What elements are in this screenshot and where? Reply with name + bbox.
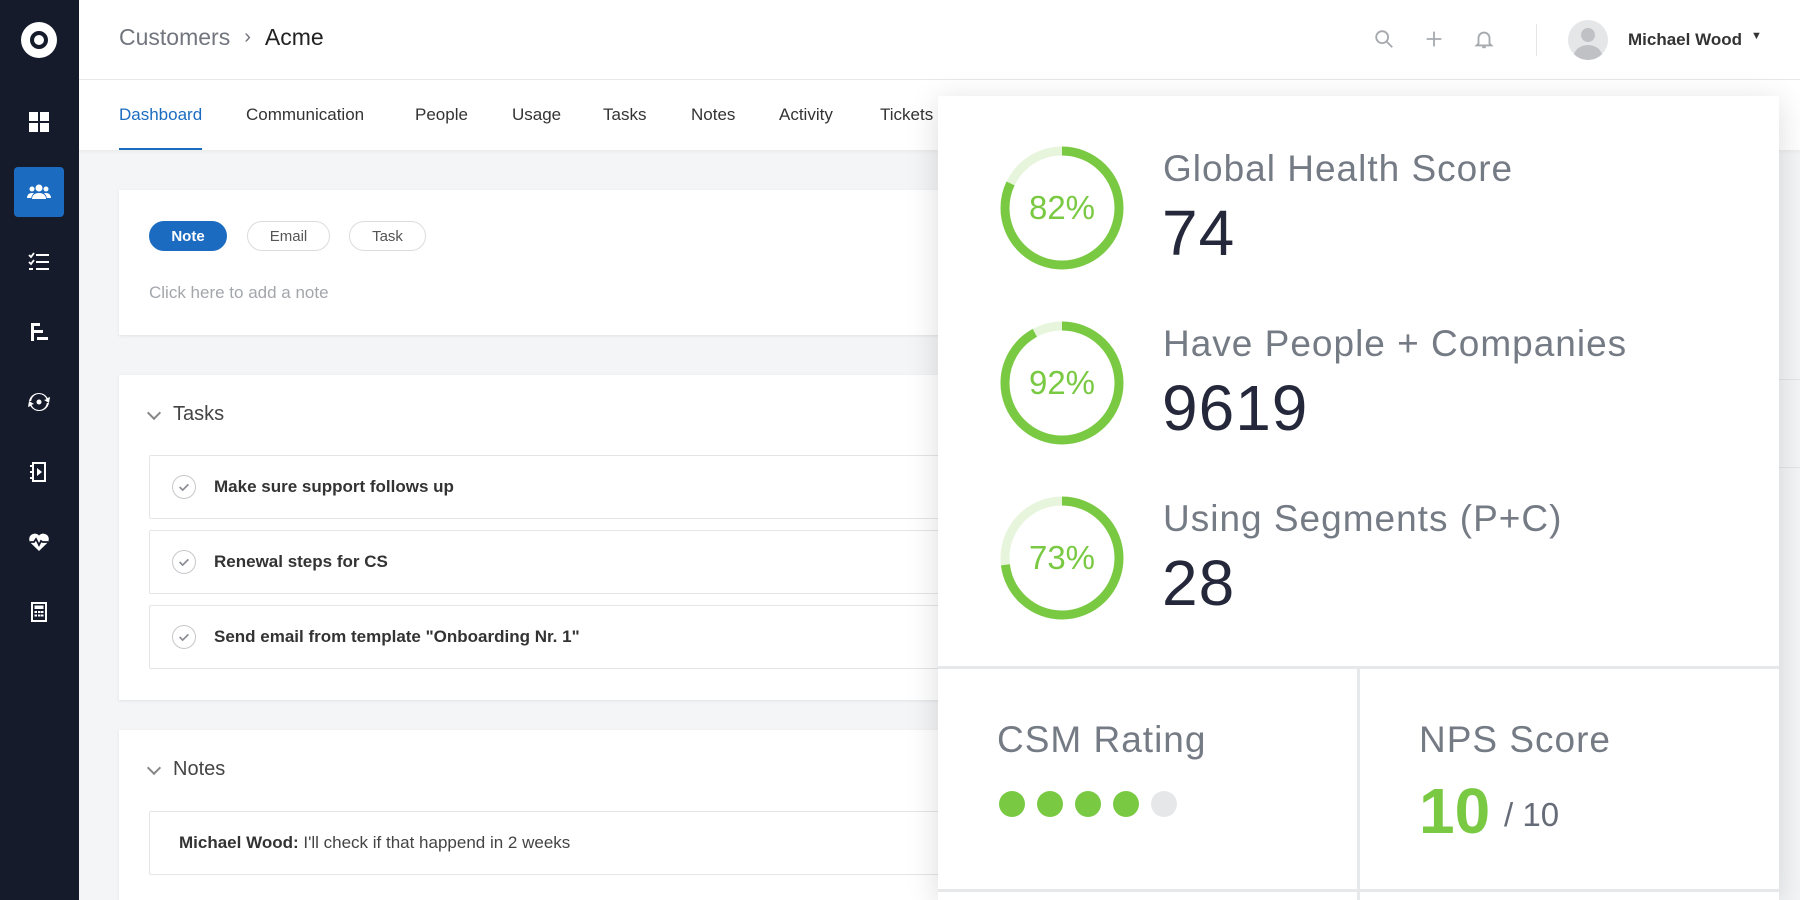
email-type-button[interactable]: Email [247,221,330,251]
metric-value: 9619 [1162,372,1309,444]
metric-percent: 82% [1028,189,1096,226]
metric-title: Global Health Score [1163,148,1514,189]
header-divider [1536,24,1537,56]
tab-people[interactable]: People [415,105,468,124]
nps-score-title: NPS Score [1419,719,1612,760]
note-body: I'll check if that happend in 2 weeks [298,833,571,852]
progress-ring [1000,496,1124,620]
note-row[interactable]: Michael Wood: I'll check if that happend… [149,811,1009,875]
metric-percent: 73% [1028,539,1096,576]
task-row[interactable]: Make sure support follows up [149,455,1009,519]
user-menu-name[interactable]: Michael Wood [1628,30,1742,49]
csm-rating-dots [999,791,1177,817]
task-title: Send email from template "Onboarding Nr.… [214,627,580,646]
app-logo[interactable] [21,22,57,58]
metric-title: Using Segments (P+C) [1163,498,1563,539]
divider [938,666,1779,669]
dashboard-icon[interactable] [14,97,64,147]
rating-dot-filled [1113,791,1139,817]
metric-global-health: 82% Global Health Score 74 [938,96,1779,271]
divider [1778,467,1800,468]
progress-ring [1000,321,1124,445]
tab-communication[interactable]: Communication [246,105,365,124]
nps-score-max: / 10 [1504,796,1560,833]
task-title: Renewal steps for CS [214,552,388,571]
task-row[interactable]: Send email from template "Onboarding Nr.… [149,605,1009,669]
breadcrumb-customers[interactable]: Customers [119,24,231,50]
sidebar [0,0,79,900]
note-type-button[interactable]: Note [149,221,227,251]
avatar[interactable] [1568,20,1608,60]
metric-value: 74 [1162,197,1236,269]
check-icon[interactable] [172,550,196,574]
search-icon[interactable] [1371,26,1397,52]
metric-using-segments: 73% Using Segments (P+C) 28 [938,446,1779,621]
nps-score-value: 10 [1419,775,1491,847]
csm-rating-title: CSM Rating [997,719,1207,760]
divider [1778,379,1800,380]
breadcrumb-current: Acme [264,24,324,50]
note-author[interactable]: Michael Wood: [179,833,299,852]
check-icon[interactable] [172,625,196,649]
chevron-down-icon[interactable] [146,760,162,775]
stats-panel: 82% Global Health Score 74 92% Have Peop… [938,96,1779,900]
metric-title: Have People + Companies [1163,323,1628,364]
progress-ring [1000,146,1124,270]
chevron-down-icon[interactable] [146,405,162,420]
sync-icon[interactable] [14,377,64,427]
metric-value: 28 [1162,547,1236,619]
calculator-icon[interactable] [14,587,64,637]
note-input[interactable]: Click here to add a note [149,283,329,302]
divider [1357,669,1360,900]
tab-dashboard[interactable]: Dashboard [119,105,203,150]
playbook-icon[interactable] [14,447,64,497]
rating-dot-filled [1075,791,1101,817]
caret-down-icon[interactable]: ▼ [1751,30,1762,42]
bell-icon[interactable] [1471,26,1497,52]
note-content: Michael Wood: I'll check if that happend… [179,833,570,853]
task-row[interactable]: Renewal steps for CS [149,530,1009,594]
check-icon[interactable] [172,475,196,499]
breadcrumb: Customers › Acme [119,24,324,51]
segments-icon[interactable] [14,307,64,357]
tab-tickets[interactable]: Tickets [880,105,934,124]
rating-dot-filled [999,791,1025,817]
plus-icon[interactable] [1421,26,1447,52]
tasks-section-title: Tasks [173,403,225,425]
rating-dot-filled [1037,791,1063,817]
notes-section-header[interactable]: Notes [146,758,226,781]
metric-people-companies: 92% Have People + Companies 9619 [938,271,1779,446]
rating-dot-empty [1151,791,1177,817]
tab-usage[interactable]: Usage [512,105,562,124]
health-icon[interactable] [14,517,64,567]
chevron-right-icon: › [244,26,251,48]
task-title: Make sure support follows up [214,477,454,496]
tab-activity[interactable]: Activity [779,105,833,124]
task-type-button[interactable]: Task [349,221,426,251]
metric-percent: 92% [1028,364,1096,401]
tab-notes[interactable]: Notes [691,105,736,124]
top-header: Customers › Acme Michael Wood ▼ [79,0,1800,80]
customers-icon[interactable] [14,167,64,217]
divider [938,889,1779,892]
checklist-icon[interactable] [14,237,64,287]
tab-tasks[interactable]: Tasks [603,105,647,124]
notes-section-title: Notes [173,758,226,780]
tasks-section-header[interactable]: Tasks [146,403,225,426]
